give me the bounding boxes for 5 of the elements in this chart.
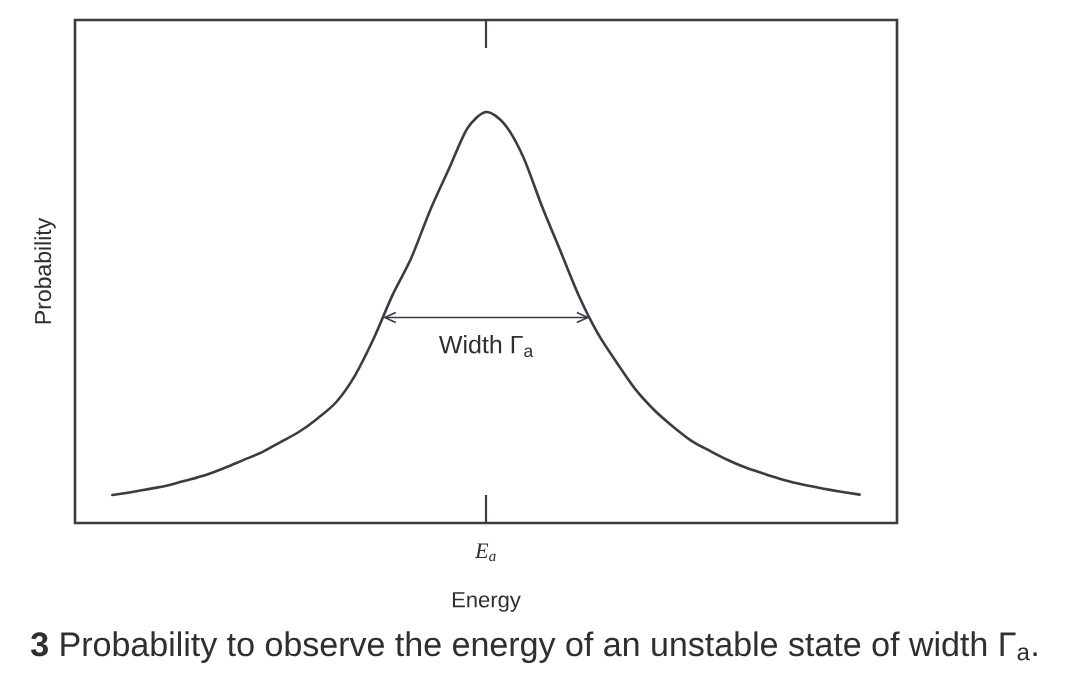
y-axis-title: Probability (34, 217, 56, 324)
text: E$_{a}$ (474, 543, 496, 562)
x-axis-title: Energy (452, 592, 521, 612)
text: 3 Probability to observe the energy of an unstable state of width Γ$_{a}$. (30, 631, 1037, 664)
annotation: Width Γ$_{a}$ (438, 335, 534, 358)
